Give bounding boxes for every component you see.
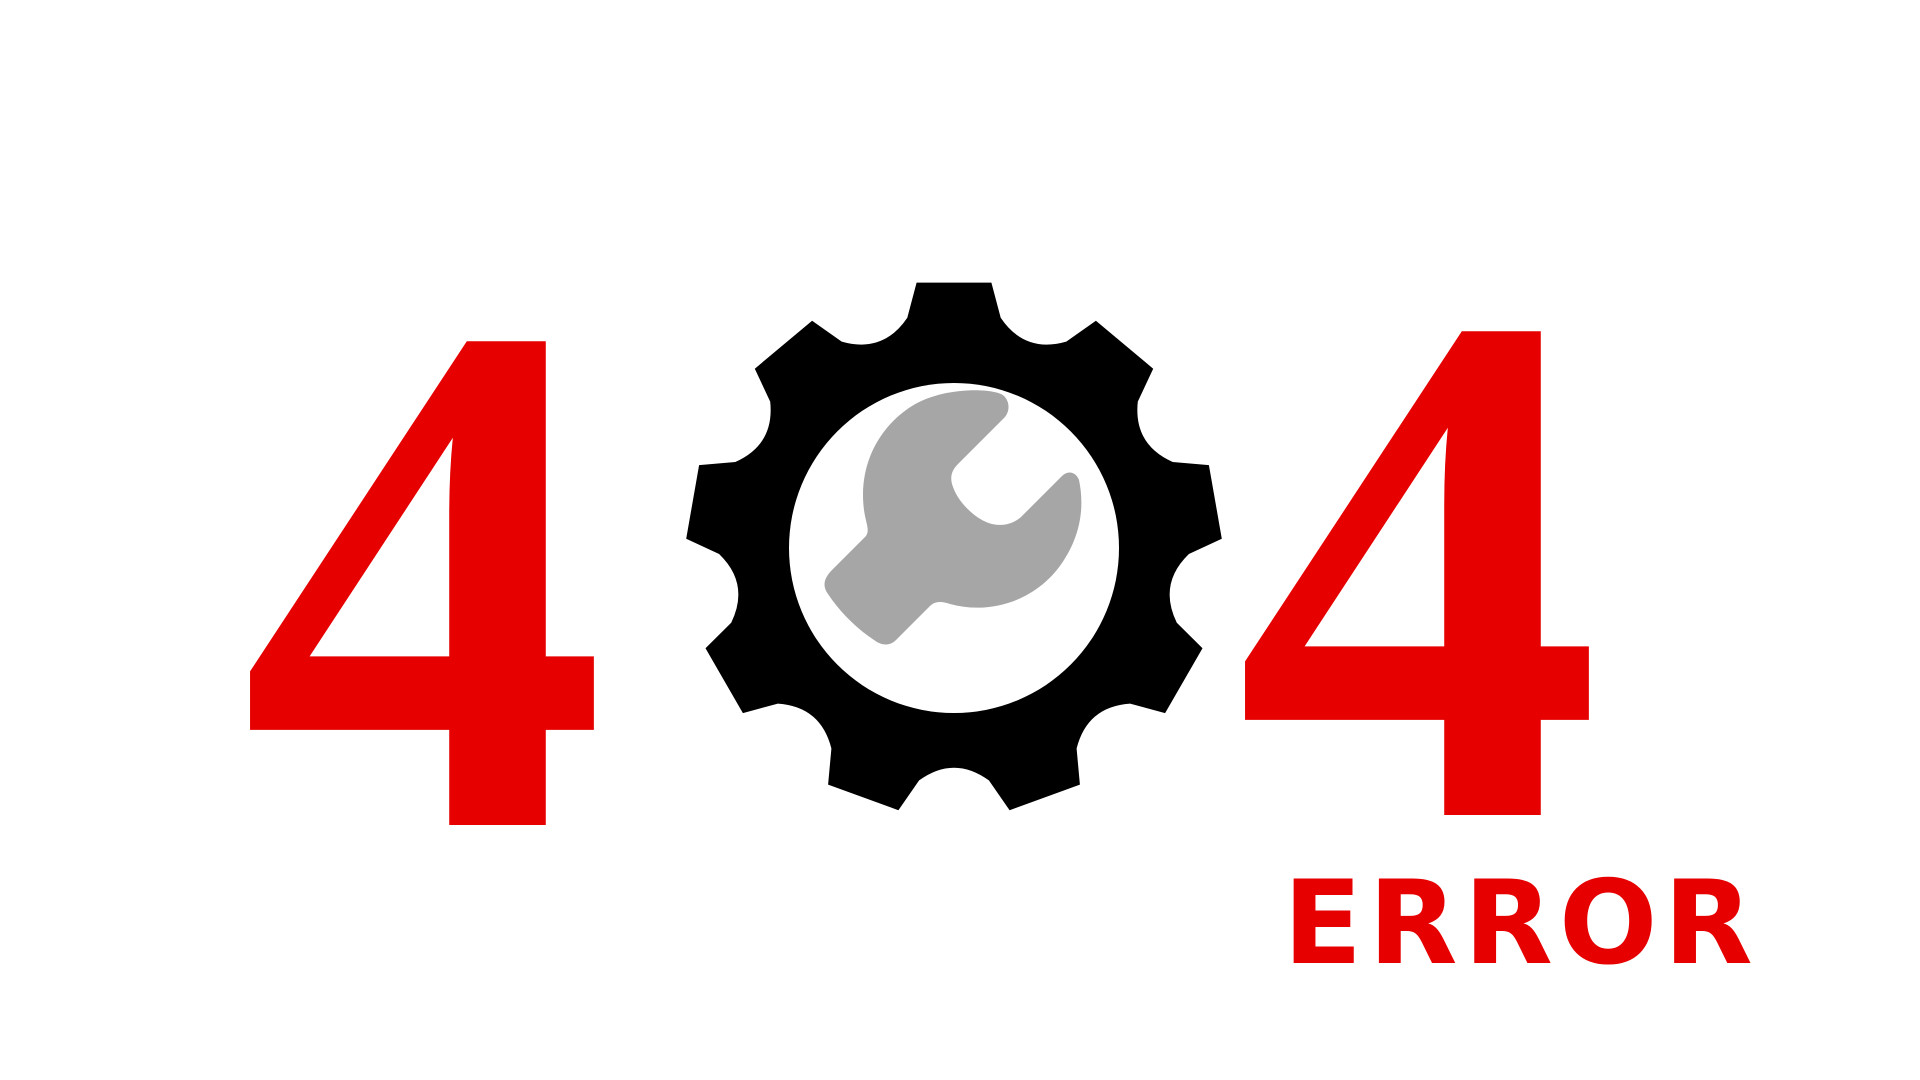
wrench-icon [824,390,1082,645]
gear-wrench-icon [674,268,1234,828]
error-label: ERROR [1283,856,1759,991]
digit-four-right: 4 [1235,160,1603,974]
digit-four-left: 4 [240,170,608,984]
